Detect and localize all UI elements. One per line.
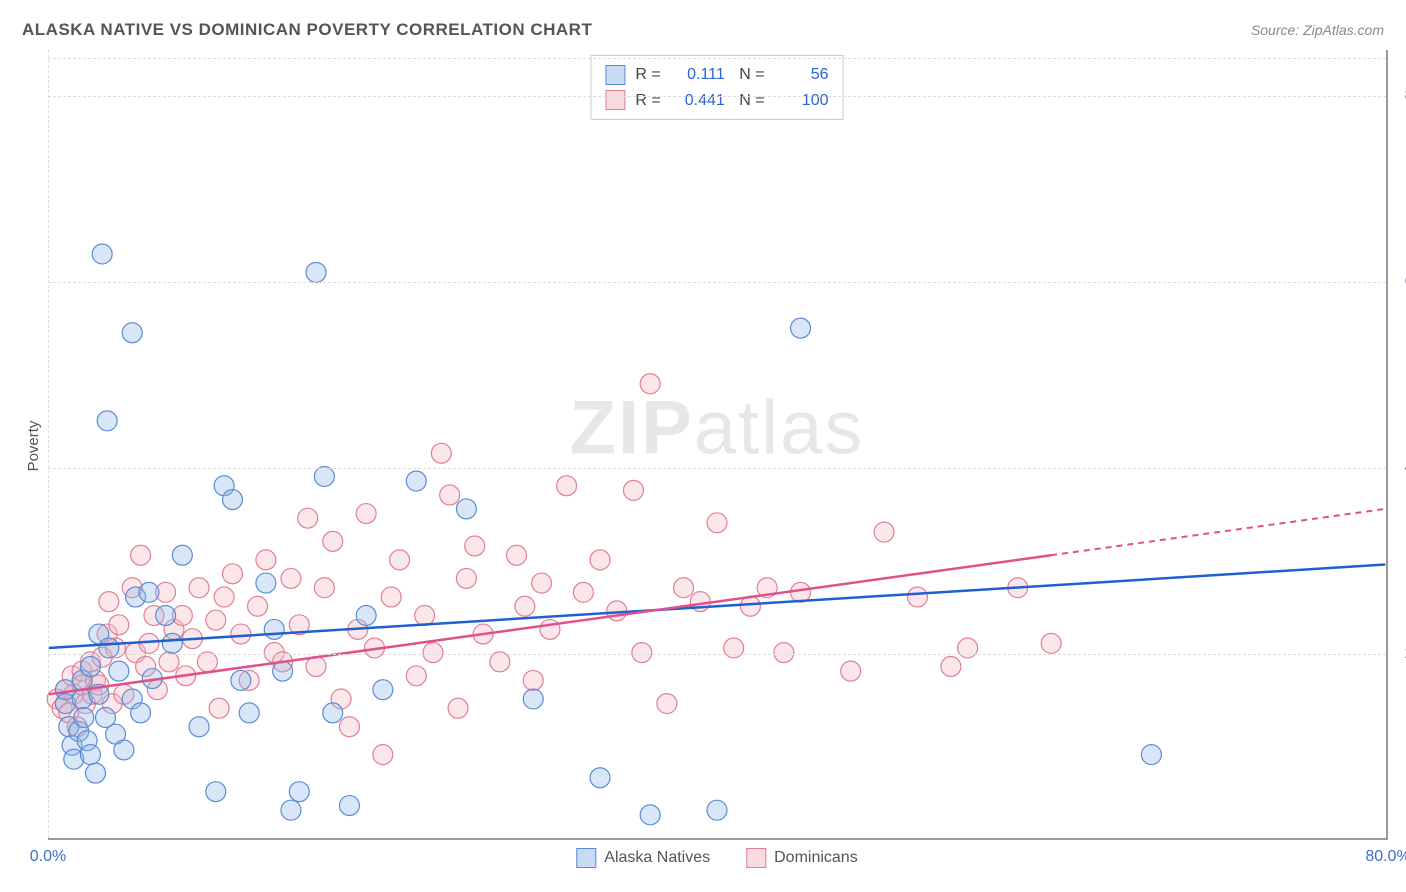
gridline xyxy=(48,96,1386,97)
gridline xyxy=(48,468,1386,469)
y-axis-label: Poverty xyxy=(25,421,42,472)
pink-n-value: 100 xyxy=(775,88,829,114)
scatter-plot-svg xyxy=(48,50,1386,838)
gridline xyxy=(48,282,1386,283)
chart-plot-area: ZIPatlas R = 0.111 N = 56 R = 0.441 N = … xyxy=(48,50,1388,840)
gridline xyxy=(48,58,1386,59)
n-label: N = xyxy=(735,88,765,114)
v-gridline xyxy=(48,50,49,838)
gridline xyxy=(48,654,1386,655)
x-tick-label: 0.0% xyxy=(30,848,66,866)
x-tick-label: 80.0% xyxy=(1365,848,1406,866)
n-label: N = xyxy=(735,62,765,88)
legend-label-blue: Alaska Natives xyxy=(604,849,710,867)
legend-item-blue: Alaska Natives xyxy=(576,848,710,868)
blue-r-value: 0.111 xyxy=(671,62,725,88)
chart-title: ALASKA NATIVE VS DOMINICAN POVERTY CORRE… xyxy=(22,20,592,40)
correlation-legend: R = 0.111 N = 56 R = 0.441 N = 100 xyxy=(590,55,843,120)
r-label: R = xyxy=(635,88,660,114)
legend-swatch-blue xyxy=(605,65,625,85)
blue-n-value: 56 xyxy=(775,62,829,88)
pink-r-value: 0.441 xyxy=(671,88,725,114)
legend-swatch-pink xyxy=(605,90,625,110)
legend-item-pink: Dominicans xyxy=(746,848,858,868)
legend-label-pink: Dominicans xyxy=(774,849,858,867)
source-credit: Source: ZipAtlas.com xyxy=(1251,22,1384,38)
r-label: R = xyxy=(635,62,660,88)
legend-swatch-pink-icon xyxy=(746,848,766,868)
series-legend: Alaska Natives Dominicans xyxy=(576,848,857,868)
legend-swatch-blue-icon xyxy=(576,848,596,868)
